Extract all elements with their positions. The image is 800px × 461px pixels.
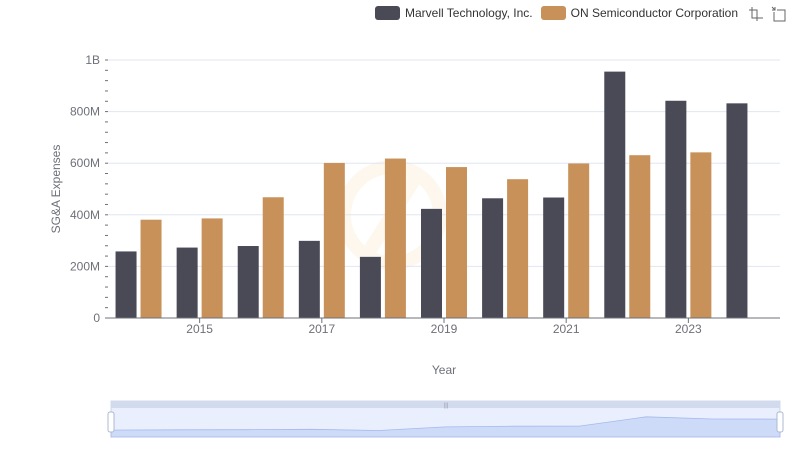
legend-item-marvell[interactable]: Marvell Technology, Inc. [375, 6, 533, 20]
bar-marvell-2018[interactable] [359, 256, 381, 318]
y-tick-label: 1B [85, 53, 100, 67]
y-tick-label: 200M [70, 259, 100, 273]
y-tick-label: 800M [70, 105, 100, 119]
bar-marvell-2024[interactable] [726, 103, 748, 319]
slider-preview-area [110, 416, 781, 438]
legend: Marvell Technology, Inc. ON Semiconducto… [375, 4, 746, 22]
legend-label-on-semi: ON Semiconductor Corporation [570, 6, 739, 20]
bar-marvell-2022[interactable] [604, 71, 626, 318]
x-axis-labels: 2015 2017 2019 2021 2023 [186, 322, 702, 336]
bar-on-semi-2015[interactable] [201, 218, 223, 318]
y-axis-title: SG&A Expenses [49, 145, 63, 234]
y-minor-ticks [105, 59, 108, 319]
bar-marvell-2016[interactable] [237, 246, 259, 318]
bar-marvell-2014[interactable] [115, 251, 137, 318]
bar-on-semi-2020[interactable] [507, 179, 529, 318]
x-tick-label: 2021 [553, 322, 580, 336]
x-tick-label: 2023 [675, 322, 702, 336]
bar-marvell-2015[interactable] [176, 247, 198, 318]
x-tick-label: 2017 [308, 322, 335, 336]
bar-on-semi-2023[interactable] [690, 152, 712, 318]
bar-on-semi-2022[interactable] [629, 155, 651, 318]
legend-label-marvell: Marvell Technology, Inc. [405, 6, 533, 20]
data-zoom-slider[interactable]: ||| [107, 400, 784, 438]
bar-on-semi-2019[interactable] [446, 167, 467, 318]
bar-marvell-2021[interactable] [543, 197, 565, 318]
x-tick-label: 2019 [431, 322, 458, 336]
y-tick-label: 0 [93, 311, 100, 325]
y-axis-labels: 0 200M 400M 600M 800M 1B [70, 53, 100, 325]
bar-on-semi-2016[interactable] [262, 197, 284, 318]
slider-handle-left[interactable] [107, 411, 115, 433]
bar-on-semi-2014[interactable] [140, 219, 162, 318]
slider-grip-icon: ||| [444, 403, 449, 409]
x-tick-label: 2015 [186, 322, 213, 336]
y-tick-label: 400M [70, 208, 100, 222]
y-tick-label: 600M [70, 156, 100, 170]
x-ticks [199, 318, 689, 323]
restore-icon[interactable] [770, 6, 786, 22]
bars [115, 71, 748, 319]
x-axis-title: Year [432, 363, 456, 377]
bar-on-semi-2021[interactable] [568, 163, 590, 318]
bar-on-semi-2017[interactable] [323, 162, 345, 318]
slider-move-handle[interactable] [111, 401, 780, 408]
bar-marvell-2023[interactable] [665, 100, 687, 318]
bar-on-semi-2018[interactable] [384, 158, 406, 318]
legend-swatch-marvell [375, 6, 400, 20]
legend-item-on-semi[interactable]: ON Semiconductor Corporation [540, 6, 739, 20]
toolbox [748, 6, 786, 22]
legend-swatch-on-semi [540, 6, 566, 20]
bar-marvell-2017[interactable] [298, 240, 320, 318]
zoom-icon[interactable] [748, 6, 764, 22]
bar-marvell-2019[interactable] [421, 208, 442, 318]
slider-handle-right[interactable] [776, 411, 784, 433]
bar-marvell-2020[interactable] [482, 198, 504, 318]
